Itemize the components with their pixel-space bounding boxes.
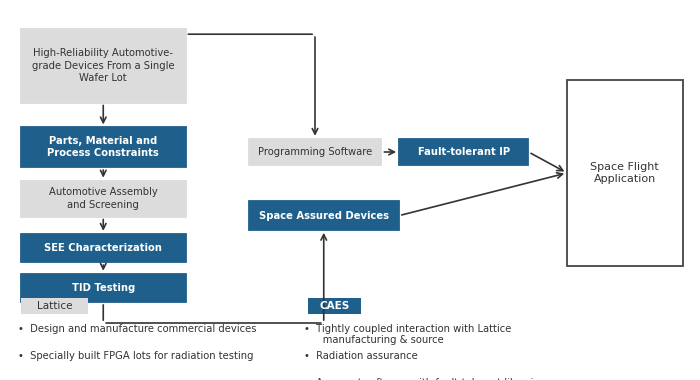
- FancyBboxPatch shape: [21, 274, 186, 302]
- Text: •  Tightly coupled interaction with Lattice
      manufacturing & source: • Tightly coupled interaction with Latti…: [304, 324, 512, 345]
- Text: CAES: CAES: [319, 301, 349, 311]
- Text: Space Flight
Application: Space Flight Application: [590, 162, 659, 184]
- Text: Programming Software: Programming Software: [258, 147, 372, 157]
- FancyBboxPatch shape: [21, 127, 186, 167]
- FancyBboxPatch shape: [308, 298, 360, 314]
- Text: High-Reliability Automotive-
grade Devices From a Single
Wafer Lot: High-Reliability Automotive- grade Devic…: [32, 48, 174, 83]
- Text: TID Testing: TID Testing: [71, 283, 135, 293]
- Text: SEE Characterization: SEE Characterization: [44, 243, 162, 253]
- Text: •  Design and manufacture commercial devices: • Design and manufacture commercial devi…: [18, 324, 256, 334]
- Text: •  Radiation assurance: • Radiation assurance: [304, 351, 419, 361]
- Text: Space Assured Devices: Space Assured Devices: [259, 211, 388, 221]
- FancyBboxPatch shape: [21, 298, 88, 314]
- FancyBboxPatch shape: [21, 180, 186, 217]
- Text: Fault-tolerant IP: Fault-tolerant IP: [418, 147, 510, 157]
- FancyBboxPatch shape: [21, 234, 186, 262]
- FancyBboxPatch shape: [21, 28, 186, 103]
- FancyBboxPatch shape: [248, 201, 399, 230]
- Text: Parts, Material and
Process Constraints: Parts, Material and Process Constraints: [48, 136, 159, 158]
- FancyBboxPatch shape: [399, 139, 528, 165]
- FancyBboxPatch shape: [567, 80, 682, 266]
- Text: Lattice: Lattice: [36, 301, 72, 311]
- Text: Automotive Assembly
and Screening: Automotive Assembly and Screening: [49, 187, 158, 210]
- FancyBboxPatch shape: [248, 139, 382, 165]
- Text: •  Augment software with fault-tolerant libraries: • Augment software with fault-tolerant l…: [304, 378, 545, 380]
- Text: •  Specially built FPGA lots for radiation testing: • Specially built FPGA lots for radiatio…: [18, 351, 253, 361]
